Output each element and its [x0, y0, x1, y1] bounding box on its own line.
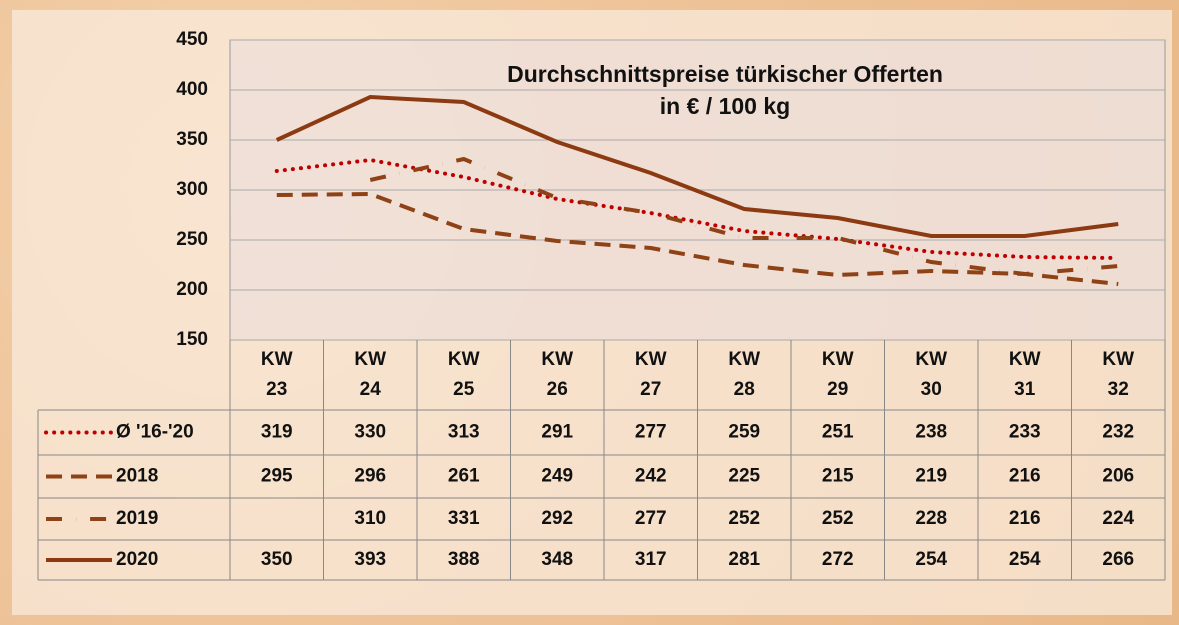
table-value: 261	[448, 466, 480, 487]
table-value: 272	[822, 549, 854, 570]
y-tick-label: 300	[176, 179, 208, 200]
table-value: 206	[1102, 466, 1134, 487]
table-value: 228	[915, 508, 947, 529]
table-value: 291	[541, 422, 573, 443]
y-tick-label: 250	[176, 229, 208, 250]
chart-subtitle: in € / 100 kg	[660, 93, 790, 119]
table-value: 277	[635, 422, 667, 443]
table-value: 252	[822, 508, 854, 529]
table-value: 393	[354, 549, 386, 570]
legend-label: 2020	[116, 549, 158, 570]
table-value: 216	[1009, 508, 1041, 529]
y-tick-label: 450	[176, 29, 208, 50]
table-value: 251	[822, 422, 854, 443]
table-value: 295	[261, 466, 293, 487]
table-value: 254	[915, 549, 947, 570]
legend-label: Ø '16-'20	[116, 422, 194, 443]
table-value: 224	[1102, 508, 1134, 529]
x-tick-label: KW 25	[417, 345, 510, 405]
table-value: 259	[728, 422, 760, 443]
table-value: 252	[728, 508, 760, 529]
table-value: 219	[915, 466, 947, 487]
table-value: 313	[448, 422, 480, 443]
table-value: 242	[635, 466, 667, 487]
legend-label: 2019	[116, 508, 158, 529]
x-tick-label: KW 28	[698, 345, 791, 405]
table-value: 388	[448, 549, 480, 570]
x-tick-label: KW 26	[511, 345, 604, 405]
legend-label: 2018	[116, 466, 158, 487]
table-value: 281	[728, 549, 760, 570]
table-value: 277	[635, 508, 667, 529]
chart: Durchschnittspreise türkischer Offerten …	[0, 0, 1179, 625]
y-tick-label: 200	[176, 279, 208, 300]
x-tick-label: KW 29	[791, 345, 884, 405]
table-value: 296	[354, 466, 386, 487]
table-value: 238	[915, 422, 947, 443]
x-tick-label: KW 30	[885, 345, 978, 405]
table-value: 215	[822, 466, 854, 487]
y-tick-label: 400	[176, 79, 208, 100]
table-value: 310	[354, 508, 386, 529]
table-value: 348	[541, 549, 573, 570]
table-value: 216	[1009, 466, 1041, 487]
table-value: 232	[1102, 422, 1134, 443]
x-tick-label: KW 31	[978, 345, 1071, 405]
table-value: 249	[541, 466, 573, 487]
page: Durchschnittspreise türkischer Offerten …	[0, 0, 1179, 625]
table-value: 292	[541, 508, 573, 529]
table-value: 233	[1009, 422, 1041, 443]
y-tick-label: 350	[176, 129, 208, 150]
table-value: 350	[261, 549, 293, 570]
x-tick-label: KW 32	[1072, 345, 1165, 405]
table-value: 254	[1009, 549, 1041, 570]
table-value: 319	[261, 422, 293, 443]
x-tick-label: KW 23	[230, 345, 323, 405]
x-tick-label: KW 24	[324, 345, 417, 405]
chart-title: Durchschnittspreise türkischer Offerten	[507, 61, 943, 87]
table-value: 331	[448, 508, 480, 529]
table-value: 317	[635, 549, 667, 570]
table-value: 225	[728, 466, 760, 487]
x-tick-label: KW 27	[604, 345, 697, 405]
table-value: 266	[1102, 549, 1134, 570]
y-tick-label: 150	[176, 329, 208, 350]
table-value: 330	[354, 422, 386, 443]
